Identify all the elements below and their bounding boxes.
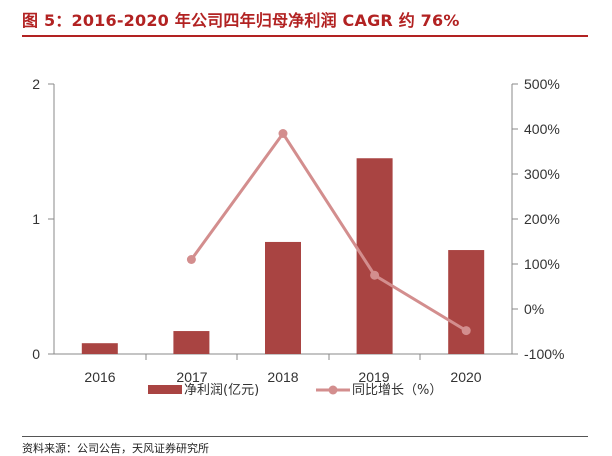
right-tick-label: -100% xyxy=(524,346,564,362)
x-tick-label: 2020 xyxy=(450,369,481,385)
source-rule xyxy=(22,436,588,437)
bar-2020 xyxy=(448,250,485,354)
right-tick-label: 100% xyxy=(524,256,560,272)
growth-point-2018 xyxy=(278,129,288,138)
growth-line xyxy=(190,130,467,332)
figure-title: 图 5：2016-2020 年公司四年归母净利润 CAGR 约 76% xyxy=(22,11,460,30)
title-rule xyxy=(22,35,588,37)
x-axis-ticks xyxy=(145,354,421,360)
left-tick-label: 0 xyxy=(32,346,40,362)
legend-bar-label: 净利润(亿元) xyxy=(184,383,259,398)
source-note: 资料来源：公司公告，天风证券研究所 xyxy=(22,442,209,455)
bar-2016 xyxy=(81,343,118,354)
right-tick-label: 400% xyxy=(524,121,560,137)
line-series xyxy=(186,129,471,336)
left-tick-label: 1 xyxy=(32,211,40,227)
right-tick-label: 500% xyxy=(524,76,560,92)
left-axis-ticks: 2 1 0 xyxy=(32,76,54,362)
x-tick-label: 2019 xyxy=(358,369,389,385)
x-tick-label: 2017 xyxy=(176,369,207,385)
legend-line-label: 同比增长（%） xyxy=(352,383,442,398)
legend: 净利润(亿元) 同比增长（%） xyxy=(148,383,442,398)
right-tick-label: 200% xyxy=(524,211,560,227)
right-tick-label: 300% xyxy=(524,166,560,182)
right-axis-ticks: 500% 400% 300% 200% 100% 0% -100% xyxy=(512,76,564,362)
x-tick-label: 2016 xyxy=(84,369,115,385)
bar-series xyxy=(81,158,485,354)
left-tick-label: 2 xyxy=(32,76,40,92)
x-tick-label: 2018 xyxy=(267,369,298,385)
right-tick-label: 0% xyxy=(524,301,544,317)
legend-bar-swatch xyxy=(148,385,182,394)
x-axis-labels: 2016 2017 2018 2019 2020 xyxy=(84,369,481,385)
growth-point-2019 xyxy=(370,270,380,280)
growth-point-2017 xyxy=(186,255,196,264)
legend-line-marker xyxy=(328,385,338,395)
growth-point-2020 xyxy=(461,326,471,336)
bar-2018 xyxy=(265,241,301,354)
bar-2017 xyxy=(173,331,210,354)
